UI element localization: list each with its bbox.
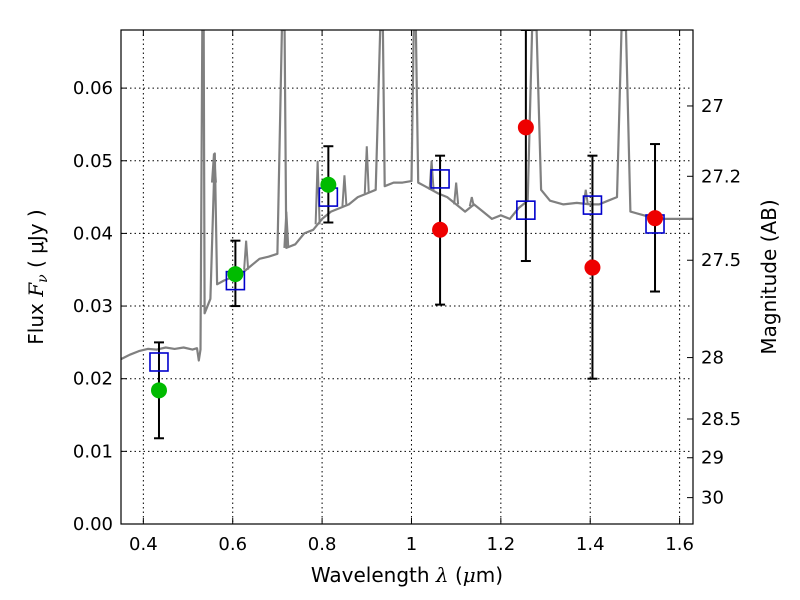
emission-line-spike	[453, 182, 460, 205]
y-tick-label: 0.05	[73, 151, 113, 172]
plot-frame	[120, 29, 694, 525]
emission-line-spike	[428, 160, 435, 190]
detection-point	[150, 382, 167, 399]
x-axis-label: Wavelength λ (μm)	[311, 563, 503, 587]
model-flux-square	[149, 352, 169, 372]
upper-limit-point	[584, 259, 601, 276]
detection-point	[227, 266, 244, 283]
y2-tick-label: 30	[701, 488, 724, 509]
template-spectrum-line	[121, 30, 693, 362]
emission-line-spike	[283, 211, 290, 248]
y2-tick-label: 28.5	[701, 409, 741, 430]
model-flux-square	[582, 195, 603, 215]
emission-line-spike	[210, 153, 217, 183]
x-tick-label: 1.2	[487, 534, 516, 555]
x-tick-label: 1	[406, 534, 417, 555]
emission-line-spike	[243, 240, 250, 270]
y2-tick-label: 27.2	[701, 166, 741, 187]
model-flux-square	[430, 169, 450, 189]
data-layer	[121, 30, 693, 440]
grid-lines	[121, 30, 693, 525]
y2-axis-label: Magnitude (AB)	[757, 199, 781, 354]
y-tick-label: 0.02	[73, 369, 113, 390]
x-tick-label: 0.8	[308, 534, 337, 555]
emission-line-spike	[582, 189, 589, 205]
y-tick-label: 0.03	[73, 296, 113, 317]
axis-ticks: 0.4 0.6 0.8 1 1.2 1.4 1.6 0.00 0.01 0.02 0.03 0.04 0…	[73, 30, 741, 555]
y-tick-label: 0.00	[73, 514, 113, 535]
upper-limit-point	[517, 119, 534, 136]
x-tick-label: 1.6	[665, 534, 694, 555]
upper-limit-point	[647, 210, 664, 227]
emission-line-spike	[341, 175, 348, 207]
y2-tick-label: 27.5	[701, 250, 741, 271]
emission-line-spike	[468, 196, 475, 207]
emission-line-spike	[363, 146, 370, 194]
y2-tick-label: 29	[701, 448, 724, 469]
x-tick-label: 0.6	[218, 534, 247, 555]
model-flux-square	[516, 200, 536, 220]
y-tick-label: 0.06	[73, 78, 113, 99]
x-tick-label: 0.4	[129, 534, 158, 555]
y-axis-label: Flux Fν ( μJy )	[24, 209, 51, 344]
y-tick-label: 0.04	[73, 223, 113, 244]
y2-tick-label: 27	[701, 96, 724, 117]
x-tick-label: 1.4	[576, 534, 605, 555]
y-tick-label: 0.01	[73, 441, 113, 462]
upper-limit-point	[432, 221, 449, 238]
y2-tick-label: 28	[701, 348, 724, 369]
detection-point	[320, 176, 337, 193]
